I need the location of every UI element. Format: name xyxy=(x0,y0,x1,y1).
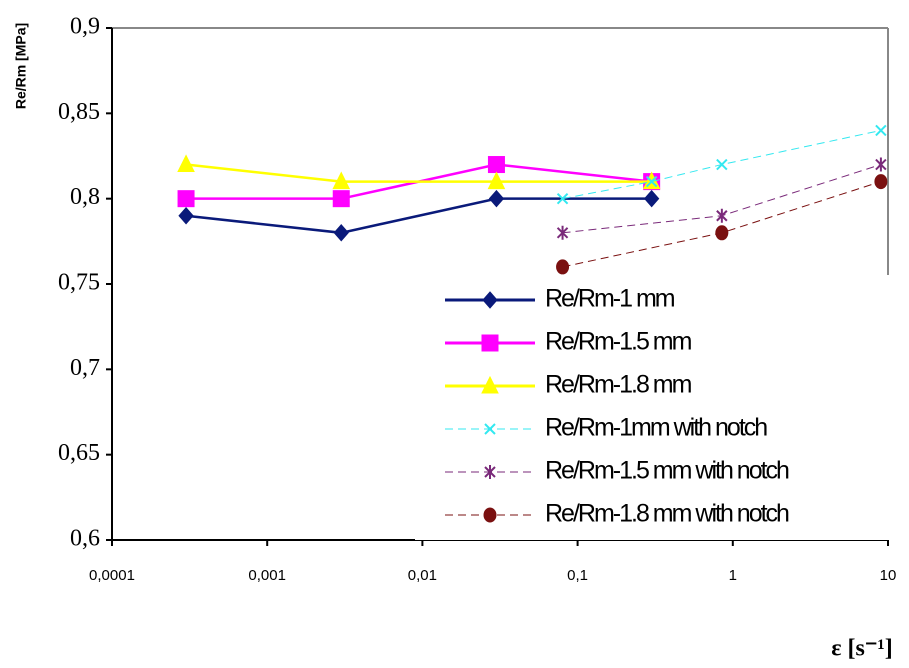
y-tick-label: 0,65 xyxy=(58,440,100,466)
legend-marker xyxy=(484,465,496,479)
data-point xyxy=(875,124,887,137)
x-tick-label: 0,1 xyxy=(567,567,588,584)
series-line xyxy=(562,129,882,200)
data-point xyxy=(875,157,887,172)
data-point xyxy=(332,190,350,208)
data-point xyxy=(556,192,569,205)
legend-label: Re/Rm-1.8 mm with notch xyxy=(545,500,789,528)
data-point xyxy=(556,225,569,240)
legend-marker xyxy=(481,334,499,352)
y-tick-label: 0,8 xyxy=(70,184,100,210)
data-point xyxy=(716,158,728,171)
data-point xyxy=(716,208,728,223)
x-axis-label: ε [s⁻¹] xyxy=(831,636,892,662)
legend-marker xyxy=(481,375,499,394)
legend-marker xyxy=(482,291,498,309)
y-tick-label: 0,6 xyxy=(70,526,100,552)
series-line xyxy=(562,181,882,268)
data-point xyxy=(645,175,658,188)
data-point xyxy=(177,190,195,208)
y-axis-label: Re/Rm [MPa] xyxy=(13,23,29,109)
legend-label: Re/Rm-1.8 mm xyxy=(545,371,692,399)
data-point xyxy=(874,174,888,190)
y-tick-label: 0,7 xyxy=(70,355,100,381)
data-point xyxy=(178,206,194,225)
legend-label: Re/Rm-1.5 mm xyxy=(545,328,692,356)
legend-label: Re/Rm-1 mm xyxy=(545,285,675,313)
legend-box xyxy=(415,276,893,540)
y-tick-label: 0,9 xyxy=(70,14,100,40)
x-tick-label: 0,001 xyxy=(248,567,286,584)
x-tick-label: 0,0001 xyxy=(89,567,135,584)
data-point xyxy=(332,171,351,190)
x-tick-label: 0,01 xyxy=(408,567,437,584)
x-tick-label: 10 xyxy=(880,567,897,584)
y-tick-label: 0,75 xyxy=(58,270,100,296)
y-tick-label: 0,85 xyxy=(58,99,100,125)
data-point xyxy=(643,189,660,208)
data-point xyxy=(556,259,570,275)
data-point xyxy=(177,154,195,173)
series-line xyxy=(185,197,652,235)
series-line xyxy=(185,163,652,183)
legend-marker xyxy=(484,423,496,435)
data-point xyxy=(487,156,505,174)
data-point xyxy=(487,171,506,190)
legend-label: Re/Rm-1mm with notch xyxy=(545,414,767,442)
data-point xyxy=(715,225,729,241)
data-point xyxy=(488,189,505,208)
legend-marker xyxy=(483,507,497,523)
data-point xyxy=(333,224,349,242)
legend-label: Re/Rm-1.5 mm with notch xyxy=(545,457,789,485)
x-tick-label: 1 xyxy=(729,567,737,584)
